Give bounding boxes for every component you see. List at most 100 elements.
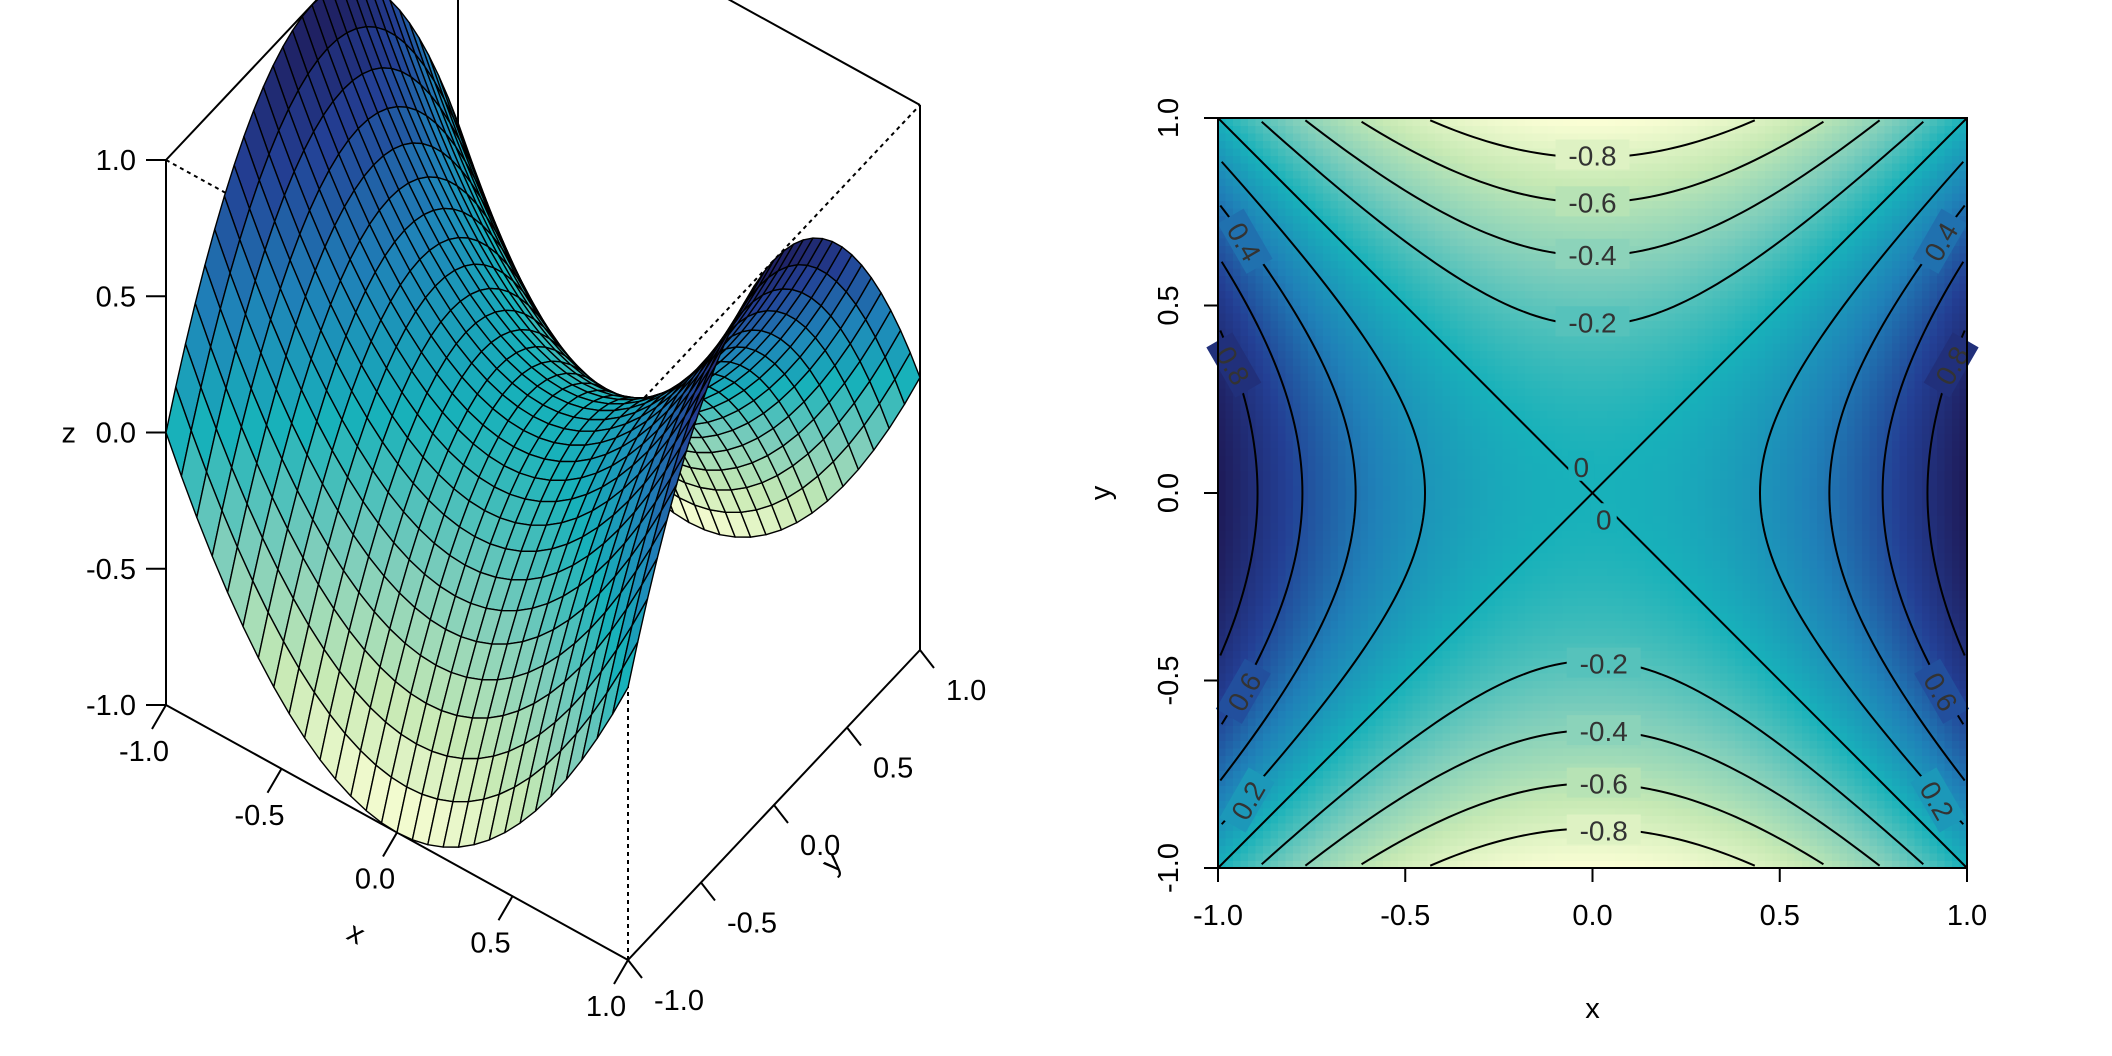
heatmap-cell: [1517, 793, 1526, 802]
heatmap-cell: [1427, 275, 1436, 284]
heatmap-cell: [1465, 290, 1474, 299]
heatmap-cell: [1405, 155, 1414, 164]
heatmap-cell: [1247, 343, 1257, 352]
heatmap-cell: [1502, 440, 1511, 449]
heatmap-cell: [1285, 140, 1294, 149]
heatmap-cell: [1457, 163, 1466, 172]
heatmap-cell: [1352, 493, 1361, 502]
y-tick: [919, 649, 935, 669]
heatmap-cell: [1292, 373, 1301, 382]
heatmap-cell: [1315, 118, 1324, 127]
heatmap-cell: [1300, 268, 1309, 277]
heatmap-cell: [1442, 440, 1451, 449]
heatmap-cell: [1480, 680, 1489, 689]
heatmap-cell: [1480, 650, 1489, 659]
heatmap-cell: [1240, 320, 1249, 329]
heatmap-cell: [1457, 515, 1466, 524]
heatmap-cell: [1405, 148, 1414, 157]
heatmap-cell: [1322, 170, 1331, 179]
heatmap-cell: [1315, 470, 1324, 479]
heatmap-cell: [1487, 755, 1496, 764]
heatmap-cell: [1427, 725, 1436, 734]
heatmap-cell: [1427, 223, 1436, 232]
heatmap-cell: [1330, 140, 1339, 149]
heatmap-cell: [1397, 290, 1406, 299]
heatmap-cell: [1300, 650, 1309, 659]
heatmap-cell: [1218, 155, 1227, 164]
heatmap-cell: [1435, 410, 1444, 419]
heatmap-cell: [1352, 410, 1361, 419]
heatmap-cell: [1472, 523, 1481, 532]
heatmap-cell: [1270, 133, 1279, 142]
heatmap-cell: [1472, 253, 1481, 262]
heatmap-cell: [1472, 470, 1481, 479]
heatmap-cell: [1367, 643, 1376, 652]
heatmap-cell: [1435, 170, 1444, 179]
heatmap-cell: [1480, 223, 1489, 232]
heatmap-cell: [1255, 185, 1264, 194]
heatmap-cell: [1225, 725, 1234, 734]
heatmap-cell: [1510, 305, 1519, 314]
heatmap-cell: [1352, 193, 1361, 202]
heatmap-cell: [1285, 778, 1294, 787]
heatmap-cell: [1397, 320, 1406, 329]
heatmap-cell: [1517, 755, 1526, 764]
heatmap-cell: [1255, 170, 1264, 179]
heatmap-cell: [1337, 125, 1346, 134]
heatmap-cell: [1390, 418, 1399, 427]
heatmap-cell: [1375, 838, 1384, 847]
heatmap-cell: [1457, 125, 1466, 134]
heatmap-cell: [1472, 530, 1481, 539]
heatmap-cell: [1218, 478, 1227, 487]
heatmap-cell: [1262, 380, 1272, 389]
heatmap-cell: [1232, 508, 1242, 517]
heatmap-cell: [1405, 823, 1414, 832]
heatmap-cell: [1465, 463, 1474, 472]
heatmap-cell: [1285, 343, 1294, 352]
heatmap-cell: [1262, 358, 1272, 367]
heatmap-cell: [1330, 583, 1339, 592]
heatmap-cell: [1472, 695, 1481, 704]
heatmap-cell: [1232, 583, 1242, 592]
heatmap-cell: [1397, 658, 1406, 667]
heatmap-cell: [1427, 845, 1436, 854]
heatmap-cell: [1382, 785, 1391, 794]
heatmap-cell: [1427, 193, 1436, 202]
heatmap-cell: [1315, 185, 1324, 194]
heatmap-cell: [1510, 763, 1519, 772]
heatmap-cell: [1300, 410, 1309, 419]
heatmap-cell: [1337, 335, 1346, 344]
heatmap-cell: [1487, 305, 1496, 314]
heatmap-cell: [1405, 778, 1414, 787]
heatmap-cell: [1367, 373, 1376, 382]
heatmap-cell: [1240, 748, 1249, 757]
heatmap-cell: [1337, 155, 1346, 164]
heatmap-cell: [1345, 185, 1354, 194]
heatmap-cell: [1435, 208, 1444, 217]
heatmap-cell: [1345, 125, 1354, 134]
heatmap-cell: [1397, 665, 1406, 674]
heatmap-cell: [1450, 650, 1459, 659]
heatmap-cell: [1510, 163, 1519, 172]
heatmap-cell: [1472, 493, 1481, 502]
heatmap-cell: [1397, 523, 1406, 532]
heatmap-cell: [1367, 838, 1376, 847]
heatmap-cell: [1277, 860, 1287, 869]
heatmap-cell: [1277, 410, 1287, 419]
heatmap-cell: [1315, 178, 1324, 187]
heatmap-cell: [1397, 283, 1406, 292]
heatmap-cell: [1390, 725, 1399, 734]
heatmap-cell: [1225, 718, 1234, 727]
heatmap-cell: [1277, 658, 1287, 667]
heatmap-cell: [1442, 718, 1451, 727]
heatmap-cell: [1225, 388, 1234, 397]
heatmap-cell: [1442, 253, 1451, 262]
heatmap-cell: [1510, 418, 1519, 427]
heatmap-cell: [1375, 253, 1384, 262]
heatmap-cell: [1255, 643, 1264, 652]
heatmap-cell: [1480, 365, 1489, 374]
heatmap-cell: [1487, 470, 1496, 479]
heatmap-cell: [1300, 620, 1309, 629]
heatmap-cell: [1472, 500, 1481, 509]
heatmap-cell: [1405, 770, 1414, 779]
